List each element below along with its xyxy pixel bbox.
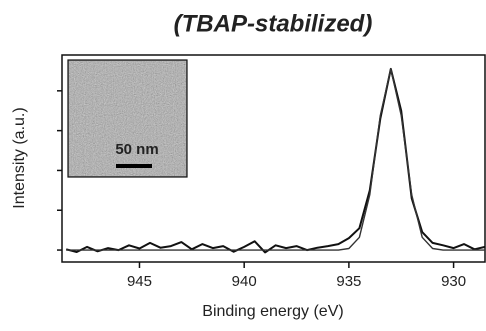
x-tick-label: 930 bbox=[441, 273, 466, 290]
chart-title: (TBAP-stabilized) bbox=[174, 10, 373, 37]
y-axis-label: Intensity (a.u.) bbox=[11, 107, 28, 208]
inset-image bbox=[69, 61, 186, 176]
x-tick-label: 945 bbox=[127, 273, 152, 290]
x-tick-label: 940 bbox=[232, 273, 257, 290]
x-tick-label: 935 bbox=[336, 273, 361, 290]
inset: 50 nm bbox=[68, 60, 187, 177]
chart: (TBAP-stabilized) 50 nm Binding energy (… bbox=[0, 0, 486, 326]
scale-label: 50 nm bbox=[115, 141, 158, 158]
x-axis-label: Binding energy (eV) bbox=[202, 303, 343, 320]
scale-bar bbox=[116, 164, 152, 168]
